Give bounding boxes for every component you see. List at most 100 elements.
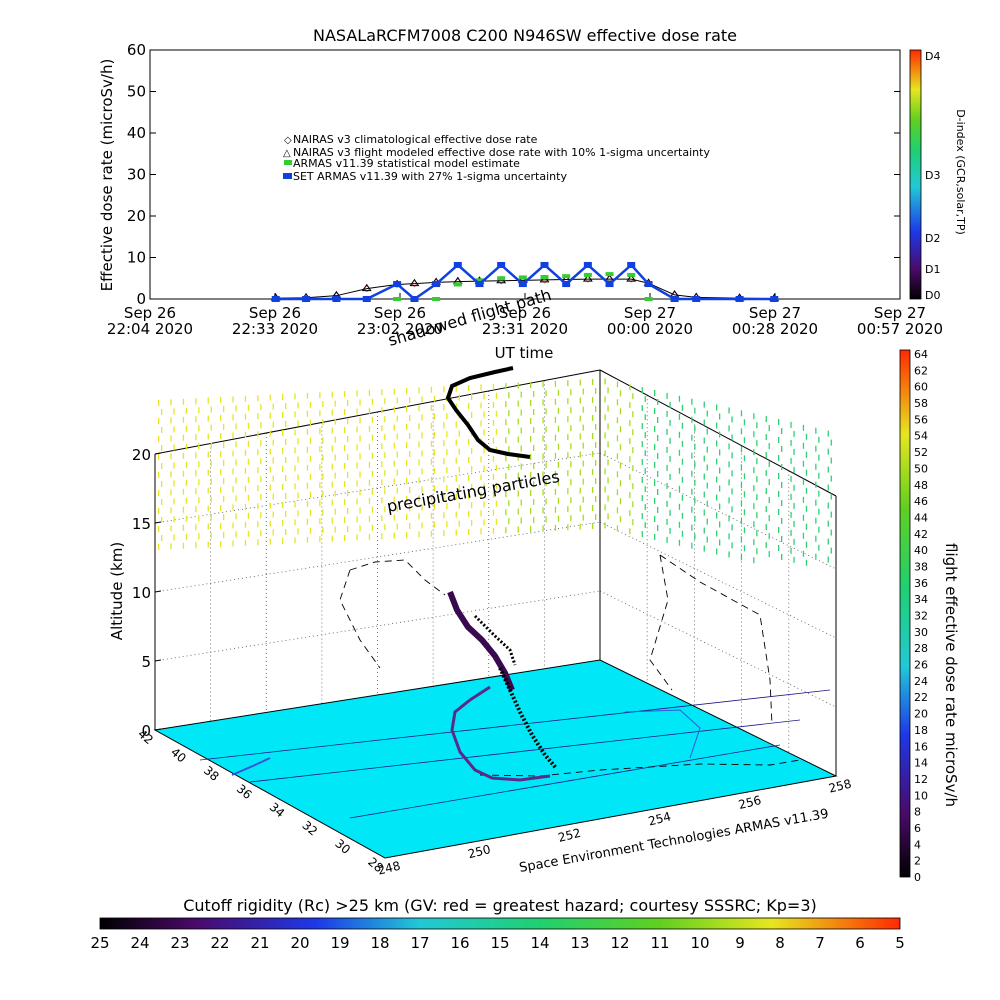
particle-dash [198,443,200,450]
ground-grid-line [249,719,801,783]
particle-dash [480,384,482,391]
wall-gridlines [154,380,837,753]
particle-dash [567,452,569,459]
particle-dash [790,457,792,464]
particle-dash [294,537,296,544]
particle-dash [334,418,336,425]
side-wall-altitude-line [599,521,837,639]
particle-dash [306,446,309,453]
particle-dash [347,436,349,442]
particle-dash [520,499,522,506]
particle-dash [285,421,287,427]
particle-dash [285,475,287,481]
particle-dash [260,494,262,501]
particle-dash [716,494,718,501]
particle-dash [393,460,395,467]
particle-dash [480,528,482,535]
particle-dash [210,496,212,503]
particle-dash [654,480,656,486]
particle-dash [269,448,271,455]
particle-dash [604,396,606,403]
particle-dash [778,473,780,479]
particle-dash [371,524,374,531]
particle-dash [554,488,557,495]
particle-dash [483,501,485,508]
particle-dash [691,452,693,459]
particle-dash [393,388,395,395]
particle-dash [545,426,547,433]
particle-dash [458,448,460,455]
particle-dash [232,540,234,547]
particle-dash [207,433,209,440]
particle-dash [309,509,312,516]
legend-label-0: NAIRAS v3 climatological effective dose … [293,133,538,146]
particle-dash [195,524,197,531]
particle-dash [830,475,832,482]
particle-dash [210,532,212,539]
particle-dash [421,396,423,403]
particle-dash [455,493,457,500]
particle-dash [272,511,274,518]
dindex-title: D-index (GCR,solar,TP) [954,109,967,235]
particle-dash [158,400,160,406]
particle-dash [294,519,296,526]
particle-dash [368,461,371,468]
particle-dash [530,400,532,406]
particle-dash [731,542,733,549]
particle-dash [220,505,222,511]
particle-dash [359,453,361,460]
top-xtick-label-date: Sep 27 [624,304,676,322]
particle-dash [285,529,287,535]
particle-dash [247,476,250,483]
particle-dash [294,501,296,508]
particle-dash [778,437,780,443]
particle-dash [756,440,758,447]
particle-dash [579,487,581,494]
particle-dash [247,530,250,537]
particle-dash [347,454,349,460]
particle-dash [703,401,705,408]
particle-dash [381,443,383,450]
top-ytick-label: 20 [127,207,146,225]
particle-dash [282,448,284,454]
particle-dash [173,534,175,541]
particle-dash [827,484,829,491]
particle-dash [827,520,829,527]
particle-dash [384,524,386,531]
particle-dash [530,436,532,442]
particle-dash [322,491,324,498]
particle-dash [778,455,780,461]
particle-dash [716,530,718,537]
longitude-tick-label: 258 [827,777,853,796]
particle-dash [471,520,473,526]
particle-dash [223,532,225,538]
particle-dash [554,524,557,531]
cutoff-rigidity-title: Cutoff rigidity (Rc) >25 km (GV: red = g… [183,896,817,915]
particle-dash [570,425,572,432]
particle-dash [260,404,262,411]
particle-dash [706,446,708,453]
particle-dash [430,530,433,537]
longitude-tick-label: 252 [557,826,583,845]
particle-dash [508,392,510,399]
particle-dash [396,433,398,440]
particle-dash [818,454,820,461]
particle-dash [492,527,495,534]
flight-path-vertical [498,667,558,770]
particle-dash [641,531,643,538]
particle-dash [220,523,222,529]
particle-dash [344,427,346,433]
particle-dash [396,505,398,512]
particle-dash [458,520,460,527]
particle-dash [567,416,569,423]
particle-dash [567,398,569,405]
particle-dash [272,439,274,446]
particle-dash [691,398,693,405]
particle-dash [669,437,671,444]
particle-dash [582,406,584,413]
set-armas-point [770,296,779,302]
particle-dash [719,485,721,492]
particle-dash [666,482,668,489]
particle-dash [232,396,234,403]
